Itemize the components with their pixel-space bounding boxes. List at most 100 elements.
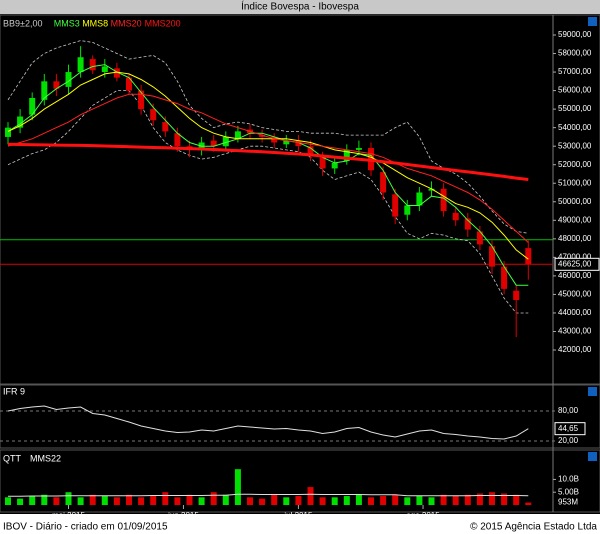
volume-bar <box>440 494 447 505</box>
legend-entry: MMS200 <box>145 18 181 28</box>
volume-bar <box>380 496 387 505</box>
footer-right: © 2015 Agência Estado Ltda <box>470 522 597 533</box>
last-value-label: 44,65 <box>558 424 579 433</box>
candle-body <box>319 155 326 169</box>
candle-body <box>416 192 423 206</box>
y-tick-label: 58000,00 <box>558 49 592 58</box>
panel-frame <box>0 449 600 513</box>
volume-bar <box>186 494 193 505</box>
candle-body <box>126 77 132 91</box>
y-tick-label: 10.0B <box>558 475 579 484</box>
candle-body <box>392 194 399 217</box>
panel-title: QTT <box>3 453 21 463</box>
y-tick-label: 48000,00 <box>558 234 592 243</box>
candle-body <box>440 188 447 212</box>
band-lower <box>7 90 529 314</box>
y-tick-label: 51000,00 <box>558 178 592 187</box>
panel-title: IFR 9 <box>3 386 25 396</box>
volume-bar <box>247 497 253 505</box>
volume-bar <box>259 498 266 505</box>
candle-body <box>307 146 314 156</box>
moving-average <box>7 71 529 260</box>
candle-body <box>476 231 483 245</box>
volume-bar <box>222 494 229 505</box>
candle-body <box>271 136 278 143</box>
candle-body <box>17 116 24 128</box>
candle-body <box>283 140 290 145</box>
last-value-box <box>554 422 586 436</box>
volume-bar <box>53 497 60 505</box>
volume-bar <box>501 493 508 505</box>
volume-bar <box>5 497 11 505</box>
moving-average <box>7 64 529 286</box>
legend-entry: MMS3 <box>54 18 80 28</box>
volume-bar <box>464 494 471 505</box>
volume-bar <box>126 494 132 505</box>
volume-bar <box>452 496 459 505</box>
candle-body <box>53 81 60 89</box>
candle-body <box>295 140 302 147</box>
volume-bar <box>343 496 350 505</box>
legend-entry: BB9±2,00 <box>3 18 42 28</box>
candle-body <box>525 248 532 265</box>
panel-frame <box>0 384 600 449</box>
candle-body <box>77 57 84 73</box>
y-tick-label: 56000,00 <box>558 86 592 95</box>
candle-body <box>65 72 72 87</box>
volume-bar <box>101 496 108 505</box>
candle-body <box>343 149 350 162</box>
candle-body <box>428 188 435 191</box>
y-tick-label: 57000,00 <box>558 67 592 76</box>
volume-bar <box>489 492 495 505</box>
volume-bar <box>476 493 483 505</box>
volume-average <box>8 493 529 497</box>
legend-entry: MMS8 <box>82 18 108 28</box>
y-tick-label: 5.00B <box>558 487 579 496</box>
y-tick-label: 52000,00 <box>558 160 592 169</box>
title-bar <box>0 0 600 14</box>
y-tick-label: 59000,00 <box>558 30 592 39</box>
volume-bar <box>319 497 326 505</box>
candle-body <box>355 148 362 150</box>
volume-bar <box>138 497 145 505</box>
volume-bar <box>428 497 435 505</box>
volume-bar <box>271 494 278 505</box>
y-tick-label: 47000,00 <box>558 252 592 261</box>
candle-body <box>174 133 181 147</box>
candle-body <box>464 218 471 230</box>
last-price-label: 46625,00 <box>558 259 592 268</box>
candle-body <box>113 68 120 78</box>
candle-body <box>162 122 169 132</box>
moving-average <box>7 93 529 243</box>
volume-bar <box>513 494 520 505</box>
panel-icon <box>588 387 597 396</box>
chart-title: Índice Bovespa - Ibovespa <box>241 0 359 13</box>
y-tick-label: 53000,00 <box>558 141 592 150</box>
volume-bar <box>307 487 314 505</box>
candle-body <box>452 212 459 221</box>
volume-bar <box>525 502 532 505</box>
volume-bar <box>17 498 24 505</box>
candle-body <box>404 205 411 215</box>
y-tick-label: 44000,00 <box>558 308 592 317</box>
volume-bar <box>283 497 290 505</box>
panel-icon <box>588 17 597 26</box>
volume-bar <box>368 497 374 505</box>
last-value-label: 953M <box>558 498 578 507</box>
candle-body <box>489 246 495 267</box>
candle-body <box>41 81 48 100</box>
panel-frame <box>0 14 600 385</box>
last-price-box <box>554 257 600 271</box>
volume-bar <box>416 496 423 505</box>
candle-body <box>501 266 508 289</box>
volume-bar <box>89 494 96 505</box>
y-tick-label: 54000,00 <box>558 123 592 132</box>
volume-bar <box>162 492 169 505</box>
volume-bar <box>77 497 84 505</box>
legend-entry: MMS22 <box>30 453 61 463</box>
footer-left: IBOV - Diário - criado em 01/09/2015 <box>3 522 168 533</box>
candle-body <box>5 127 11 137</box>
candle-body <box>210 140 217 147</box>
